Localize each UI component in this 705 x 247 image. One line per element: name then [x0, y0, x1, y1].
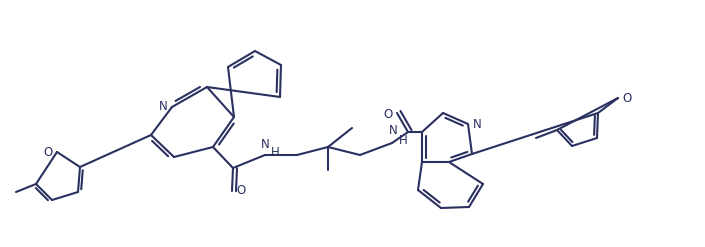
Text: H: H: [398, 135, 407, 147]
Text: O: O: [384, 108, 393, 122]
Text: N: N: [472, 118, 482, 130]
Text: O: O: [623, 91, 632, 104]
Text: N: N: [261, 138, 269, 150]
Text: O: O: [44, 145, 53, 159]
Text: H: H: [271, 146, 279, 160]
Text: N: N: [159, 101, 167, 114]
Text: O: O: [236, 185, 245, 198]
Text: N: N: [388, 124, 398, 138]
